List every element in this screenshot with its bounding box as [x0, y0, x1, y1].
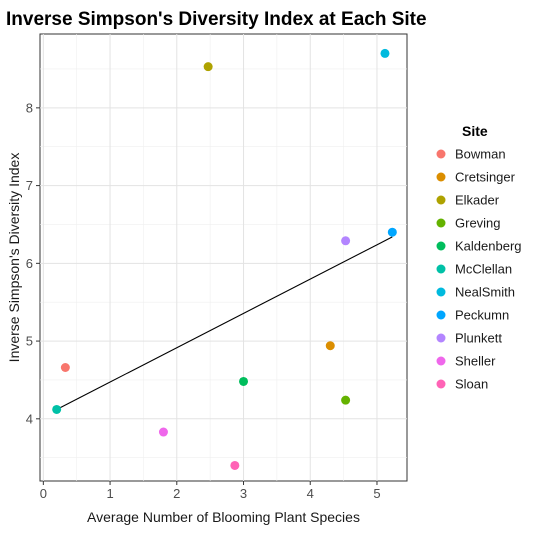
- legend-key-plunkett: [436, 333, 446, 343]
- legend-label-elkader: Elkader: [455, 193, 500, 208]
- x-tick-label: 5: [373, 486, 380, 501]
- y-tick-label: 5: [26, 334, 33, 349]
- data-point-greving: [341, 395, 351, 405]
- data-point-peckumn: [387, 227, 397, 237]
- y-tick-label: 8: [26, 100, 33, 115]
- data-point-nealsmith: [380, 48, 390, 58]
- grid-lines: [40, 34, 407, 481]
- legend-label-sheller: Sheller: [455, 354, 496, 369]
- data-point-sloan: [230, 460, 240, 470]
- x-tick-label: 3: [240, 486, 247, 501]
- x-tick-label: 0: [40, 486, 47, 501]
- data-point-plunkett: [341, 236, 351, 246]
- legend-label-peckumn: Peckumn: [455, 308, 509, 323]
- legend-title: Site: [462, 123, 488, 139]
- y-tick-label: 6: [26, 256, 33, 271]
- data-point-mcclellan: [52, 404, 62, 414]
- legend-label-nealsmith: NealSmith: [455, 285, 515, 300]
- legend-key-mcclellan: [436, 264, 446, 274]
- x-tick-label: 2: [173, 486, 180, 501]
- legend-label-mcclellan: McClellan: [455, 262, 512, 277]
- legend-label-plunkett: Plunkett: [455, 331, 502, 346]
- data-point-kaldenberg: [239, 376, 249, 386]
- legend-label-cretsinger: Cretsinger: [455, 170, 516, 185]
- legend-key-peckumn: [436, 310, 446, 320]
- legend-key-sloan: [436, 379, 446, 389]
- data-point-cretsinger: [325, 341, 335, 351]
- legend-key-elkader: [436, 195, 446, 205]
- x-tick-label: 1: [106, 486, 113, 501]
- legend-key-bowman: [436, 149, 446, 159]
- x-tick-label: 4: [307, 486, 314, 501]
- y-tick-label: 4: [26, 411, 33, 426]
- trend-line-group: [56, 236, 393, 410]
- legend: Bowman Cretsinger Elkader Greving Kaldenberg…: [436, 147, 522, 392]
- data-point-sheller: [158, 427, 168, 437]
- legend-label-bowman: Bowman: [455, 147, 506, 162]
- legend-label-sloan: Sloan: [455, 377, 488, 392]
- legend-key-kaldenberg: [436, 241, 446, 251]
- y-axis-title: Inverse Simpson's Diversity Index: [6, 153, 22, 363]
- y-tick-label: 7: [26, 178, 33, 193]
- legend-label-greving: Greving: [455, 216, 501, 231]
- data-points: [52, 48, 397, 470]
- legend-key-greving: [436, 218, 446, 228]
- chart-title: Inverse Simpson's Diversity Index at Eac…: [6, 9, 427, 30]
- legend-key-cretsinger: [436, 172, 446, 182]
- legend-key-nealsmith: [436, 287, 446, 297]
- data-point-elkader: [203, 62, 213, 72]
- legend-label-kaldenberg: Kaldenberg: [455, 239, 522, 254]
- plot-panel: [39, 33, 408, 482]
- x-axis-title: Average Number of Blooming Plant Species: [87, 509, 360, 525]
- data-point-bowman: [60, 363, 70, 373]
- trend-line: [56, 236, 393, 410]
- axes: 0 1 2 3 4 5 4 5 6 7 8: [26, 100, 381, 501]
- legend-key-sheller: [436, 356, 446, 366]
